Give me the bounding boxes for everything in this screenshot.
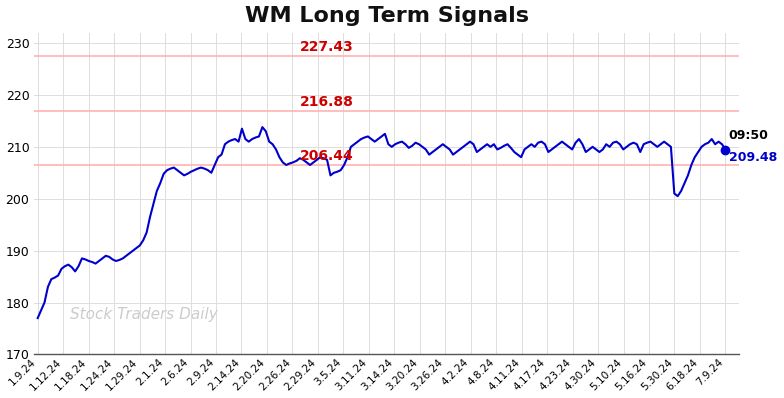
Text: 209.48: 209.48 bbox=[729, 150, 777, 164]
Text: 227.43: 227.43 bbox=[299, 40, 354, 54]
Text: 216.88: 216.88 bbox=[299, 95, 354, 109]
Text: 206.44: 206.44 bbox=[299, 149, 354, 163]
Text: 09:50: 09:50 bbox=[729, 129, 768, 142]
Title: WM Long Term Signals: WM Long Term Signals bbox=[245, 6, 528, 25]
Text: Stock Traders Daily: Stock Traders Daily bbox=[70, 307, 217, 322]
